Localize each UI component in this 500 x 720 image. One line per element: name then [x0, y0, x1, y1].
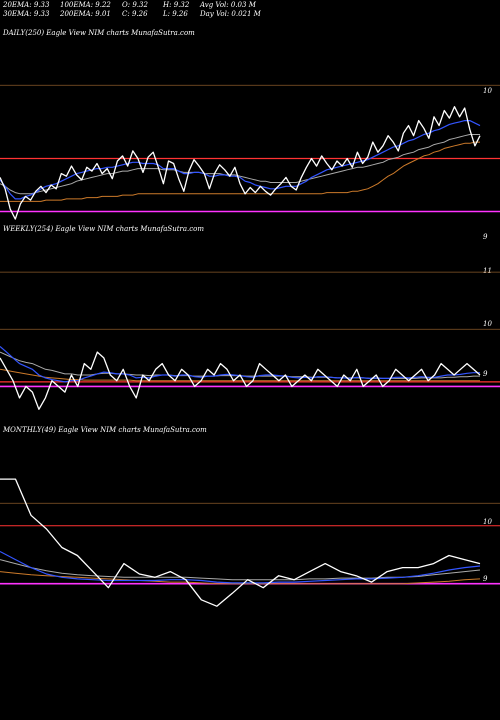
stat-high: H: 9.32 [163, 1, 190, 9]
daily-tick-10: 10 [483, 87, 492, 95]
daily-tick-9: 9 [483, 233, 488, 241]
weekly-tick-11: 11 [483, 267, 492, 275]
monthly-ema-fast-line [0, 550, 481, 584]
daily-panel-label: DAILY(250) Eagle View NIM charts MunafaS… [3, 29, 195, 37]
monthly-tick-9: 9 [483, 575, 488, 583]
stat-day-vol: Day Vol: 0.021 M [200, 10, 261, 18]
monthly-panel-label: MONTHLY(49) Eagle View NIM charts Munafa… [3, 426, 207, 434]
daily-ema-slow-line [0, 141, 480, 202]
stat-30ema: 30EMA: 9.33 [3, 10, 50, 18]
daily-ema-fast-line [0, 119, 481, 200]
monthly-ema-slow-line [0, 571, 481, 585]
daily-ema-mid-line [0, 134, 480, 195]
daily-price-line [0, 106, 481, 220]
monthly-tick-10: 10 [483, 518, 492, 526]
stat-close: C: 9.26 [122, 10, 148, 18]
stat-100ema: 100EMA: 9.22 [60, 1, 111, 9]
stat-20ema: 20EMA: 9.33 [3, 1, 50, 9]
stat-200ema: 200EMA: 9.01 [60, 10, 111, 18]
stat-open: O: 9.32 [122, 1, 148, 9]
stat-low: L: 9.26 [163, 10, 188, 18]
monthly-price-line [0, 478, 481, 607]
stat-avg-vol: Avg Vol: 0.03 M [200, 1, 256, 9]
weekly-price-line [0, 351, 481, 410]
weekly-tick-10: 10 [483, 320, 492, 328]
weekly-panel-label: WEEKLY(254) Eagle View NIM charts Munafa… [3, 225, 205, 233]
weekly-tick-9: 9 [483, 370, 488, 378]
